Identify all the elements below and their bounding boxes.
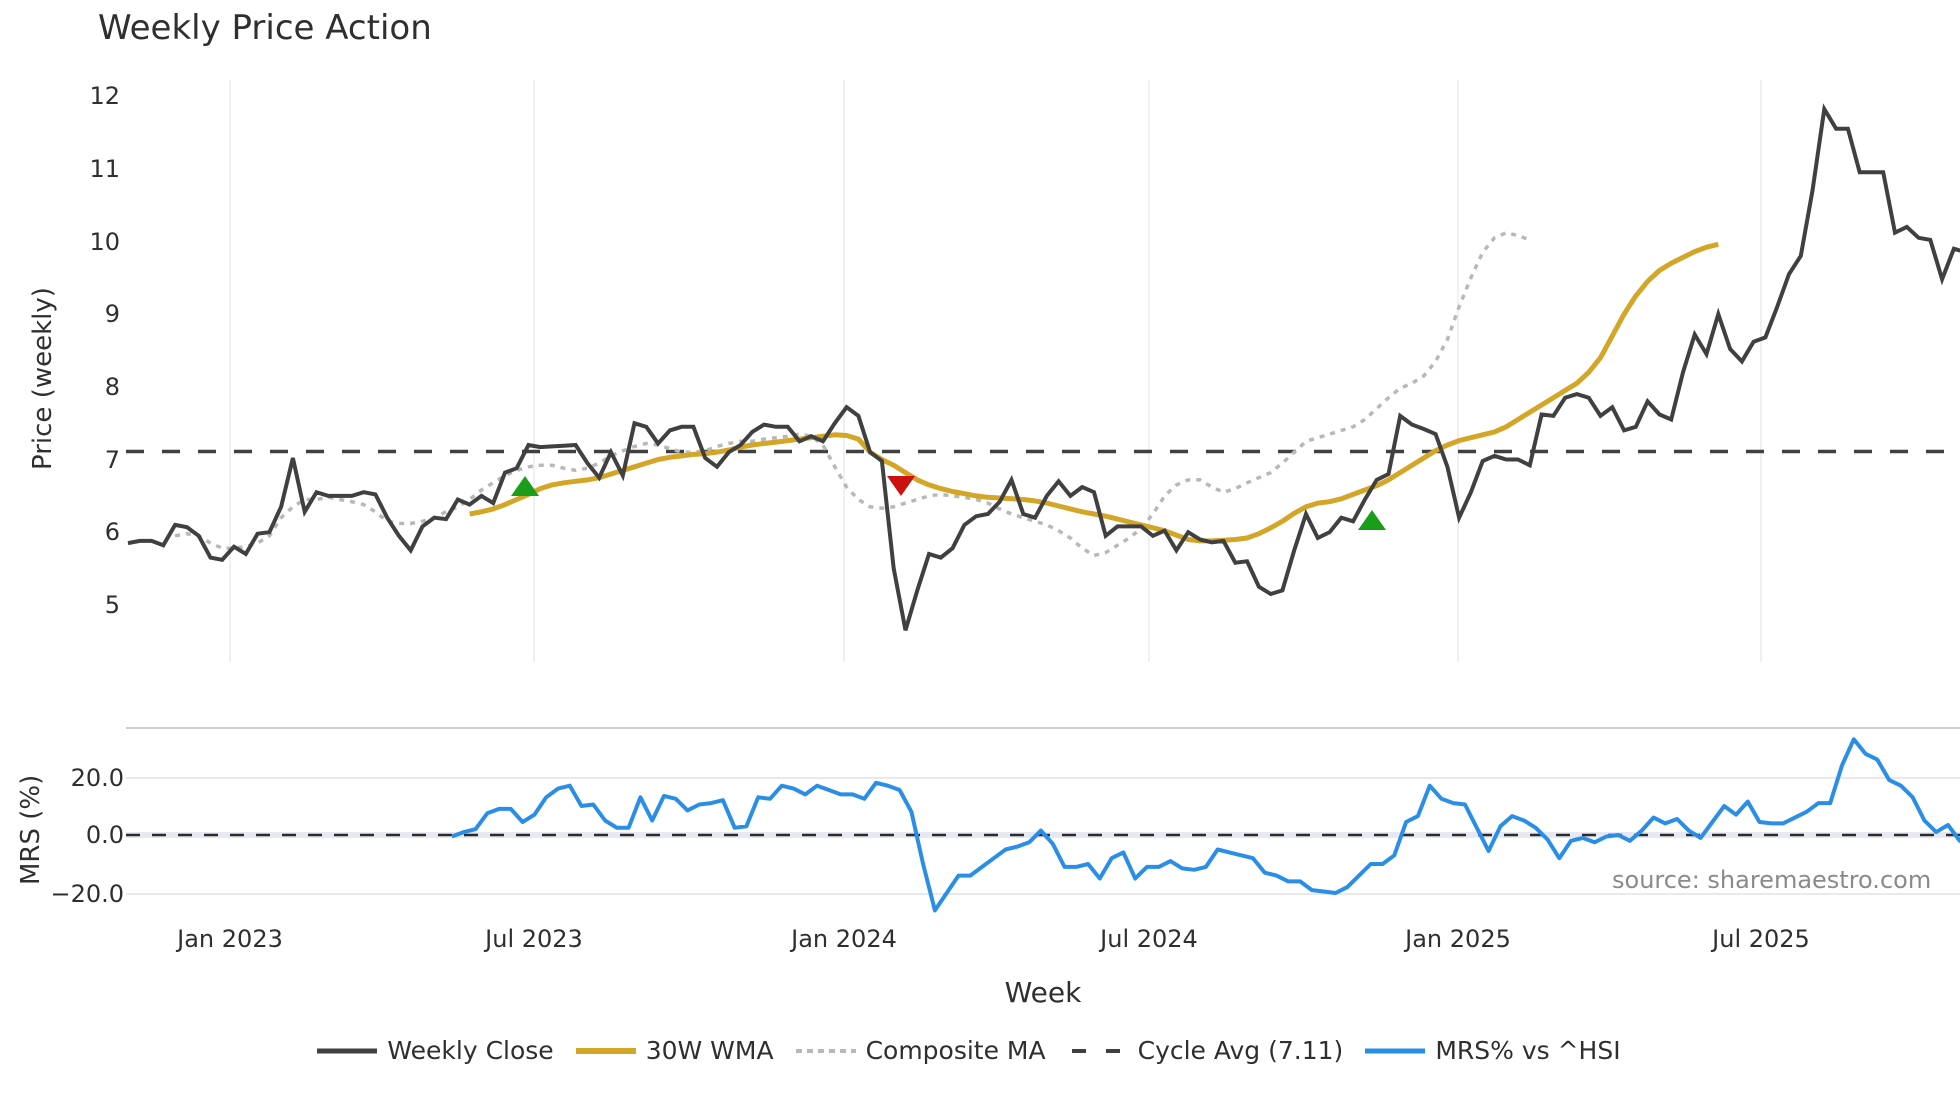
mrs-ytick-0: 0.0: [85, 821, 124, 849]
legend-item-composite-ma[interactable]: Composite MA: [795, 1036, 1046, 1065]
price-ytick-11: 11: [89, 155, 120, 183]
legend-item-30w-wma[interactable]: 30W WMA: [575, 1036, 774, 1065]
solid-line-icon: [317, 1044, 378, 1058]
wma-30w-line: [469, 241, 1719, 544]
legend-label: Weekly Close: [387, 1036, 554, 1065]
legend-label: Composite MA: [865, 1036, 1046, 1065]
xtick-jan-2025: Jan 2025: [1405, 925, 1511, 953]
chart-title: Weekly Price Action: [98, 8, 432, 48]
buy-signal-triangle-up-icon[interactable]: [1358, 510, 1386, 530]
legend-item-cycle-avg[interactable]: Cycle Avg (7.11): [1068, 1036, 1344, 1065]
legend-label: 30W WMA: [645, 1036, 774, 1065]
price-ytick-5: 5: [104, 591, 120, 619]
solid-line-icon: [575, 1044, 636, 1058]
legend-label: Cycle Avg (7.11): [1137, 1036, 1344, 1065]
legend: Weekly Close 30W WMA Composite MA Cycle …: [0, 1036, 1960, 1065]
dotted-line-icon: [795, 1044, 856, 1058]
price-ytick-6: 6: [104, 518, 120, 546]
price-ytick-12: 12: [89, 82, 120, 110]
price-panel: [126, 103, 1960, 631]
weekly-close-line: [127, 103, 1960, 631]
sell-signal-triangle-down-icon[interactable]: [887, 476, 915, 496]
xtick-jul-2024: Jul 2024: [1100, 925, 1198, 953]
mrs-axis-label: MRS (%): [16, 774, 46, 885]
xtick-jan-2024: Jan 2024: [791, 925, 897, 953]
dashed-line-icon: [1068, 1044, 1128, 1058]
buy-signal-triangle-up-icon[interactable]: [511, 476, 539, 496]
mrs-ytick-20: 20.0: [70, 764, 124, 792]
price-ytick-7: 7: [104, 446, 120, 474]
legend-item-weekly-close[interactable]: Weekly Close: [317, 1036, 554, 1065]
price-ytick-10: 10: [89, 228, 120, 256]
xtick-jul-2025: Jul 2025: [1712, 925, 1810, 953]
gridlines: [126, 80, 1960, 895]
composite-ma-line: [174, 230, 1531, 558]
mrs-line: [451, 737, 1960, 913]
source-annotation: source: sharemaestro.com: [1612, 866, 1932, 894]
mrs-ytick-neg20: −20.0: [50, 880, 124, 908]
price-ytick-9: 9: [104, 300, 120, 328]
solid-line-icon: [1365, 1044, 1426, 1058]
price-axis-label: Price (weekly): [28, 287, 58, 470]
xtick-jan-2023: Jan 2023: [177, 925, 283, 953]
legend-label: MRS% vs ^HSI: [1435, 1036, 1621, 1065]
legend-item-mrs[interactable]: MRS% vs ^HSI: [1365, 1036, 1621, 1065]
x-axis-label: Week: [1004, 976, 1082, 1009]
xtick-jul-2023: Jul 2023: [485, 925, 583, 953]
price-ytick-8: 8: [104, 373, 120, 401]
mrs-panel: [126, 737, 1960, 913]
